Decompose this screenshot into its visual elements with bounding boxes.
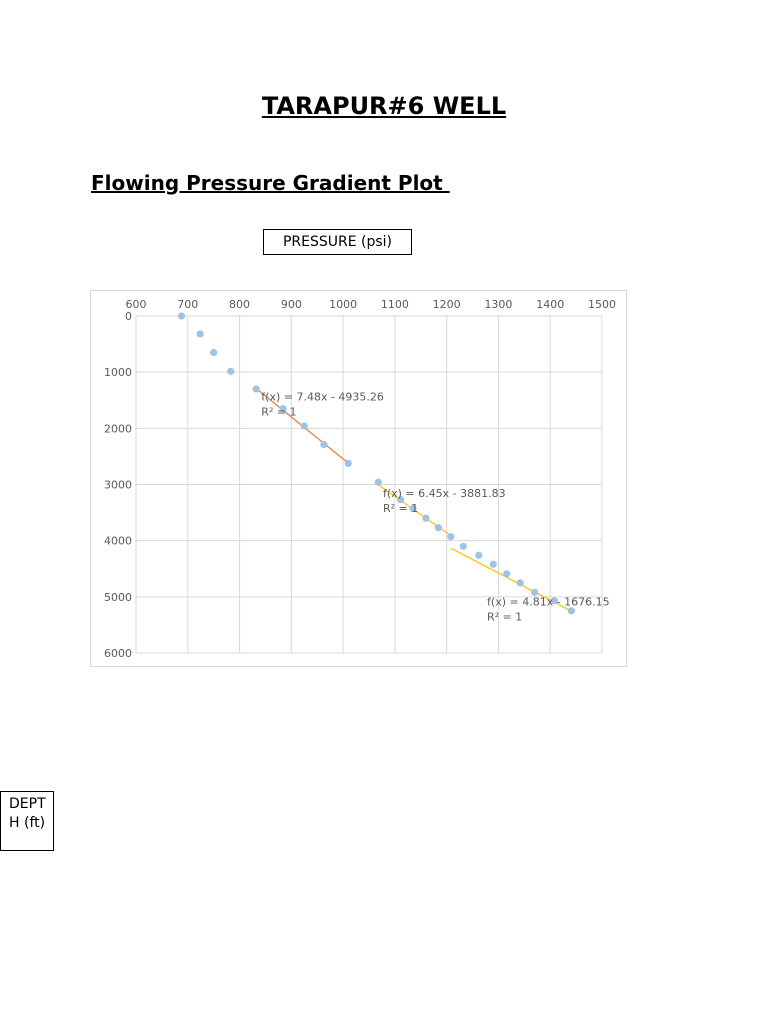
pressure-depth-chart: 600 700 800 900 1000 1100 1200 1300 1400 1500 0 100…: [90, 290, 627, 667]
page-title: TARAPUR#6 WELL: [261, 92, 507, 120]
data-point: [177, 312, 186, 320]
x-tick-label: 1100: [381, 298, 409, 311]
x-axis-title-box: PRESSURE (psi): [263, 229, 412, 255]
y-tick-label: 0: [125, 310, 132, 323]
y-tick-label: 6000: [104, 647, 132, 660]
y-tick-label: 5000: [104, 591, 132, 604]
data-point: [409, 505, 417, 513]
data-point: [550, 597, 558, 605]
trendline-equation: f(x) = 6.45x - 3881.83: [383, 487, 506, 500]
trendline-r-squared: R² = 1: [261, 405, 296, 418]
y-tick-label: 3000: [104, 479, 132, 492]
chart-subtitle: Flowing Pressure Gradient Plot: [91, 171, 450, 195]
trendline-equation: f(x) = 7.48x - 4935.26: [261, 390, 384, 403]
trendline-r-squared: R² = 1: [487, 610, 522, 623]
x-tick-label: 800: [229, 298, 250, 311]
data-point: [459, 542, 467, 550]
trendline-equation: f(x) = 4.81x - 1676.15: [487, 595, 610, 608]
data-point: [196, 330, 204, 338]
data-point: [396, 496, 405, 504]
y-axis-title-line-1: DEPT: [9, 796, 46, 812]
data-point: [567, 607, 576, 615]
data-point: [447, 533, 455, 541]
x-tick-label: 1400: [536, 298, 564, 311]
y-axis-title-line-2: H (ft): [9, 815, 46, 831]
data-point: [320, 441, 328, 449]
data-point: [374, 478, 382, 486]
x-tick-label: 600: [126, 298, 147, 311]
trendline-r-squared: R² = 1: [383, 502, 418, 515]
data-point: [210, 348, 218, 357]
data-point: [434, 524, 442, 532]
x-tick-label: 1500: [588, 298, 616, 311]
data-point: [516, 579, 524, 587]
data-point: [300, 422, 308, 430]
x-tick-label: 900: [281, 298, 302, 311]
data-point: [489, 560, 497, 568]
y-axis-title-box: DEPT H (ft): [0, 791, 54, 851]
x-tick-label: 1000: [329, 298, 357, 311]
x-tick-label: 1200: [433, 298, 461, 311]
y-tick-label: 2000: [104, 422, 132, 435]
data-point: [279, 405, 287, 413]
y-tick-label: 4000: [104, 535, 132, 548]
x-tick-label: 1300: [484, 298, 512, 311]
y-tick-label: 1000: [104, 366, 132, 379]
x-tick-label: 700: [177, 298, 198, 311]
chart-canvas: 600 700 800 900 1000 1100 1200 1300 1400 1500 0 100…: [104, 298, 616, 660]
data-point: [252, 385, 260, 393]
data-point: [344, 459, 352, 468]
data-point: [475, 551, 483, 559]
data-point: [227, 367, 235, 375]
data-point: [422, 514, 430, 522]
data-point: [531, 588, 539, 596]
data-point: [503, 570, 511, 578]
